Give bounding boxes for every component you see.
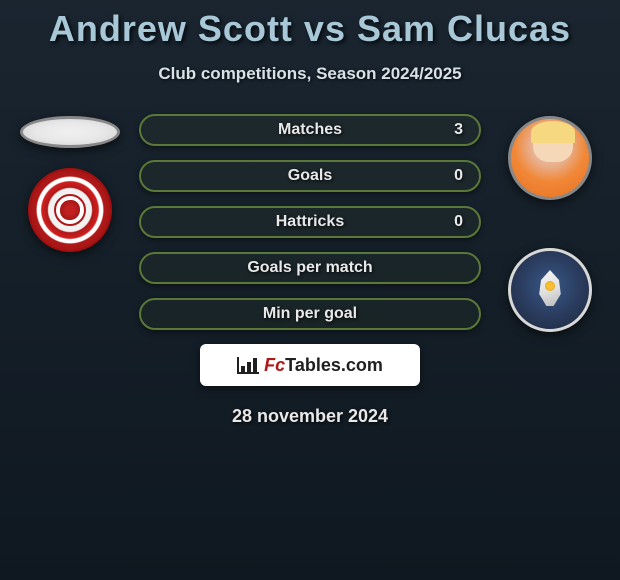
stat-label: Goals	[288, 167, 332, 185]
brand-prefix: Fc	[264, 355, 285, 375]
club-crest-left-icon	[54, 194, 86, 226]
date-label: 28 november 2024	[0, 406, 620, 427]
chart-icon	[237, 357, 259, 374]
subtitle: Club competitions, Season 2024/2025	[0, 64, 620, 84]
brand-logo[interactable]: FcTables.com	[200, 344, 420, 386]
stat-label: Min per goal	[263, 305, 357, 323]
stat-row-goals: Goals 0	[139, 160, 481, 192]
stat-label: Hattricks	[276, 213, 344, 231]
stat-value-right: 0	[454, 167, 463, 185]
player-left-photo	[20, 116, 120, 148]
brand-suffix: Tables.com	[285, 355, 383, 375]
stats-list: Matches 3 Goals 0 Hattricks 0 Goals per …	[139, 114, 481, 330]
stat-label: Goals per match	[247, 259, 372, 277]
club-badge-left	[28, 168, 112, 252]
stat-label: Matches	[278, 121, 342, 139]
stat-row-matches: Matches 3	[139, 114, 481, 146]
stat-value-right: 3	[454, 121, 463, 139]
stat-value-right: 0	[454, 213, 463, 231]
stat-row-goals-per-match: Goals per match	[139, 252, 481, 284]
club-badge-right	[508, 248, 592, 332]
brand-text: FcTables.com	[264, 355, 383, 376]
stat-row-hattricks: Hattricks 0	[139, 206, 481, 238]
page-title: Andrew Scott vs Sam Clucas	[0, 0, 620, 50]
player-right-photo	[508, 116, 592, 200]
stat-row-min-per-goal: Min per goal	[139, 298, 481, 330]
comparison-content: Matches 3 Goals 0 Hattricks 0 Goals per …	[0, 114, 620, 427]
